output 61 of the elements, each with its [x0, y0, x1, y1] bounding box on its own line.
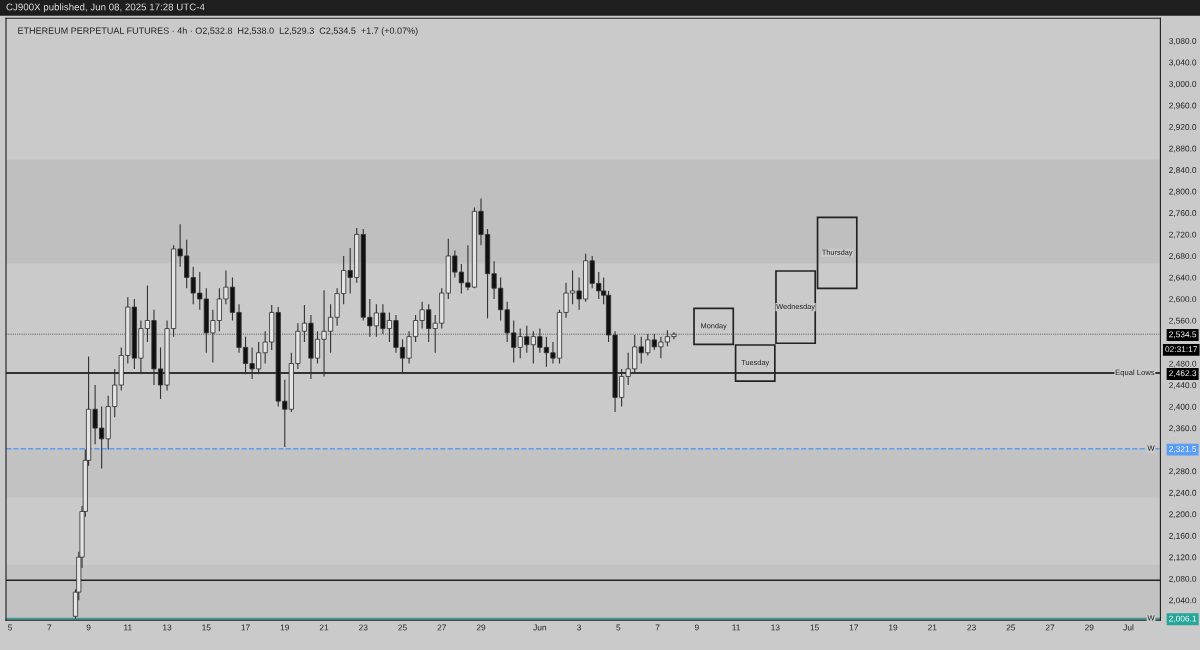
y-tick-label: 2,680.0	[1169, 253, 1197, 261]
y-tick-label: 2,240.0	[1169, 489, 1197, 497]
text: 02:31:17	[1165, 346, 1198, 353]
x-tick-label: 13	[163, 624, 172, 631]
y-tick-label: 2,560.0	[1169, 317, 1197, 325]
y-tick-label: 2,800.0	[1169, 188, 1197, 196]
y-tick-label: 2,440.0	[1169, 382, 1197, 390]
text: ETHEREUM PERPETUAL FUTURES · 4h · O2,532.8 H2,538.0 L2,529.3 C2,534.5 +1.7 (+0.07%)	[18, 27, 418, 36]
x-tick-label: 5	[616, 624, 621, 631]
x-tick-label: 23	[359, 624, 368, 631]
x-tick-label: 15	[202, 624, 211, 631]
x-tick-label: 17	[849, 624, 859, 631]
y-tick-label: 2,960.0	[1169, 102, 1197, 110]
y-tick-label: 2,720.0	[1169, 231, 1197, 239]
x-tick-label: Jul	[1123, 624, 1134, 631]
x-tick-label: 15	[810, 624, 819, 631]
y-tick-label: 2,400.0	[1169, 403, 1197, 411]
x-tick-label: 21	[928, 624, 937, 631]
x-tick-label: 29	[476, 624, 486, 631]
y-tick-label: 2,200.0	[1169, 511, 1197, 519]
y-tick-label: 2,640.0	[1169, 274, 1197, 282]
y-tick-label: 2,600.0	[1169, 296, 1197, 304]
x-tick-label: 19	[889, 624, 898, 631]
y-tick-label: 2,760.0	[1169, 210, 1197, 217]
x-tick-label: 29	[1085, 624, 1094, 631]
y-tick-label: 2,880.0	[1169, 145, 1197, 153]
y-tick-label: 2,080.0	[1169, 575, 1197, 583]
x-tick-label: 21	[319, 624, 329, 631]
x-tick-label: Jun	[533, 624, 547, 631]
x-tick-label: 11	[732, 624, 741, 631]
y-tick-label: 3,080.0	[1169, 37, 1197, 45]
y-tick-label: 2,120.0	[1169, 554, 1197, 562]
x-tick-label: 19	[280, 624, 290, 631]
x-tick-label: 11	[124, 624, 132, 631]
y-tick-label: 2,920.0	[1169, 124, 1197, 131]
y-tick-label: 3,040.0	[1169, 59, 1197, 67]
x-tick-label: 9	[86, 624, 91, 631]
y-tick-label: 2,480.0	[1169, 360, 1197, 368]
y-tick-label: 3,000.0	[1169, 81, 1197, 88]
x-tick-label: 7	[47, 624, 52, 631]
y-tick-label: 2,321.5	[1169, 445, 1197, 453]
x-tick-label: 27	[437, 624, 446, 631]
x-tick-label: 17	[241, 624, 250, 631]
x-tick-label: 23	[967, 624, 976, 631]
y-tick-label: 2,360.0	[1169, 425, 1197, 433]
x-tick-label: 25	[1006, 624, 1016, 631]
x-tick-label: 3	[577, 624, 582, 631]
y-tick-label: 2,040.0	[1169, 597, 1197, 605]
y-tick-label: 2,840.0	[1169, 167, 1197, 174]
x-tick-label: 25	[398, 624, 407, 631]
y-tick-label: 2,006.1	[1169, 615, 1197, 623]
x-tick-label: 7	[655, 624, 660, 631]
chart-title: CJ900X published, Jun 08, 2025 17:28 UTC-4	[6, 3, 205, 13]
x-tick-label: 27	[1045, 624, 1055, 631]
x-tick-label: 9	[694, 624, 699, 631]
y-tick-label: 2,462.3	[1169, 370, 1197, 378]
x-tick-label: 13	[771, 624, 780, 631]
y-tick-label: 2,160.0	[1169, 532, 1197, 540]
y-tick-label: 2,280.0	[1169, 468, 1197, 476]
x-tick-label: 5	[8, 624, 13, 631]
y-tick-label: 2,534.5	[1169, 331, 1197, 339]
